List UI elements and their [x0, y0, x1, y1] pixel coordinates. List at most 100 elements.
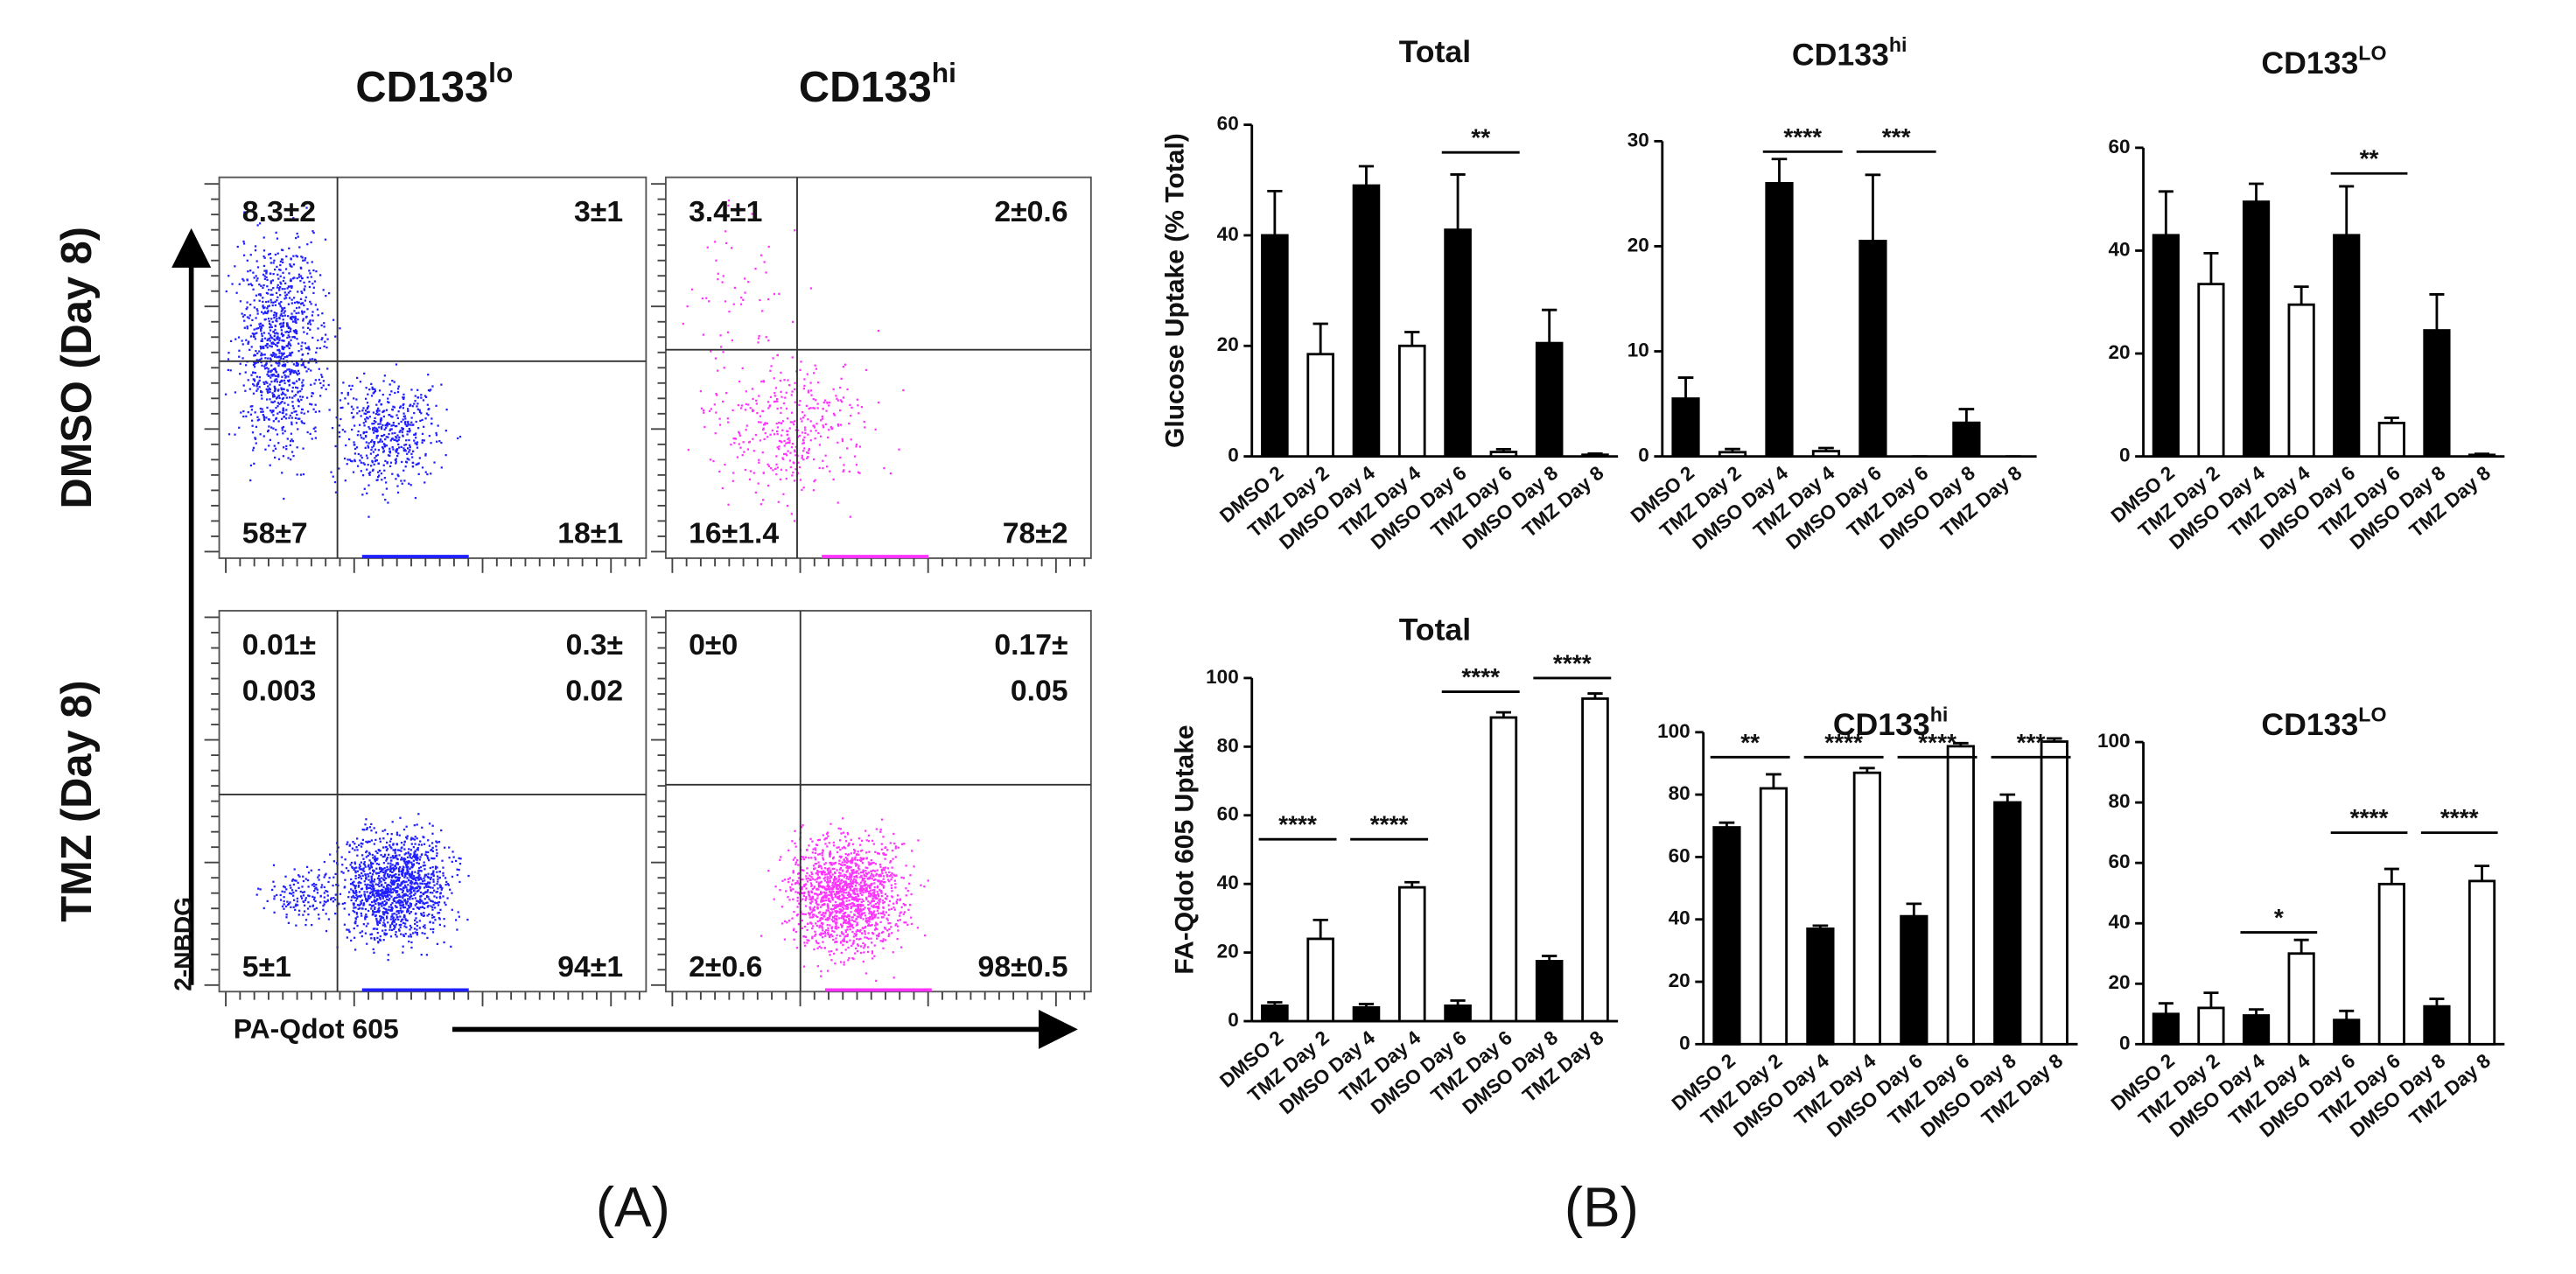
event-dot	[419, 856, 422, 858]
event-dot	[845, 885, 848, 887]
event-dot	[311, 395, 313, 397]
event-dot	[354, 458, 356, 461]
event-dot	[397, 878, 400, 881]
event-dot	[802, 894, 805, 898]
event-dot	[811, 937, 814, 940]
event-dot	[822, 857, 824, 859]
event-dot	[825, 928, 828, 932]
event-dot	[401, 482, 403, 485]
event-dot	[323, 322, 326, 325]
event-dot	[816, 907, 819, 910]
event-dot	[354, 896, 356, 900]
event-dot	[839, 872, 842, 875]
event-dot	[780, 411, 782, 415]
event-dot	[359, 903, 361, 906]
event-dot	[396, 485, 399, 487]
event-dot	[824, 913, 827, 915]
event-dot	[309, 323, 312, 326]
event-dot	[876, 891, 879, 893]
event-dot	[839, 849, 842, 851]
event-dot	[402, 447, 405, 450]
event-dot	[420, 953, 423, 956]
event-dot	[448, 846, 451, 849]
event-dot	[848, 915, 850, 918]
event-dot	[404, 933, 407, 935]
event-dot	[382, 435, 384, 438]
event-dot	[857, 907, 859, 910]
event-dot	[378, 426, 381, 429]
event-dot	[780, 922, 784, 925]
event-dot	[376, 877, 380, 879]
event-dot	[821, 854, 823, 857]
event-dot	[758, 334, 760, 338]
event-dot	[328, 877, 331, 879]
event-dot	[249, 324, 252, 327]
event-dot	[300, 388, 304, 390]
event-dot	[396, 854, 398, 857]
event-dot	[760, 380, 763, 383]
event-dot	[438, 901, 441, 904]
event-dot	[858, 903, 861, 906]
event-dot	[415, 463, 417, 466]
event-dot	[867, 861, 870, 864]
event-dot	[269, 390, 271, 393]
event-dot	[852, 892, 855, 894]
event-dot	[369, 440, 373, 444]
event-dot	[255, 350, 257, 353]
event-dot	[400, 850, 402, 852]
event-dot	[808, 857, 810, 859]
event-dot	[313, 382, 316, 385]
event-dot	[270, 369, 272, 373]
event-dot	[816, 880, 818, 884]
event-dot	[792, 898, 794, 900]
event-dot	[794, 449, 796, 452]
event-dot	[276, 412, 279, 415]
event-dot	[310, 276, 312, 278]
event-dot	[752, 438, 754, 440]
event-dot	[841, 439, 844, 443]
event-dot	[388, 393, 391, 396]
event-dot	[816, 838, 820, 842]
event-dot	[872, 904, 875, 906]
event-dot	[368, 878, 370, 881]
event-dot	[822, 941, 824, 943]
event-dot	[376, 931, 379, 934]
event-dot	[302, 362, 304, 365]
event-dot	[266, 900, 269, 903]
event-dot	[268, 425, 270, 428]
event-dot	[819, 917, 822, 920]
event-dot	[350, 896, 354, 899]
event-dot	[403, 922, 407, 925]
event-dot	[334, 899, 337, 901]
event-dot	[400, 904, 403, 906]
event-dot	[842, 470, 844, 472]
event-dot	[864, 917, 868, 920]
event-dot	[864, 933, 866, 935]
event-dot	[806, 457, 808, 459]
event-dot	[284, 363, 287, 366]
event-dot	[382, 939, 385, 942]
flow-plot: 0±0 0.17±0.052±0.6 98±0.5	[651, 610, 1092, 1007]
event-dot	[245, 415, 248, 417]
event-dot	[834, 862, 836, 864]
event-dot	[389, 918, 392, 920]
event-dot	[281, 364, 284, 367]
event-dot	[273, 389, 276, 393]
event-dot	[793, 938, 795, 941]
event-dot	[283, 312, 285, 314]
event-dot	[827, 933, 830, 935]
event-dot	[266, 406, 269, 410]
event-dot	[283, 900, 285, 903]
event-dot	[252, 449, 255, 452]
event-dot	[878, 873, 880, 877]
event-dot	[810, 884, 813, 886]
event-dot	[416, 396, 419, 399]
event-dot	[425, 894, 429, 898]
event-dot	[396, 886, 399, 889]
event-dot	[849, 895, 851, 898]
event-dot	[828, 893, 830, 897]
event-dot	[724, 392, 728, 395]
event-dot	[277, 360, 281, 364]
event-dot	[318, 868, 320, 872]
event-dot	[773, 292, 776, 296]
